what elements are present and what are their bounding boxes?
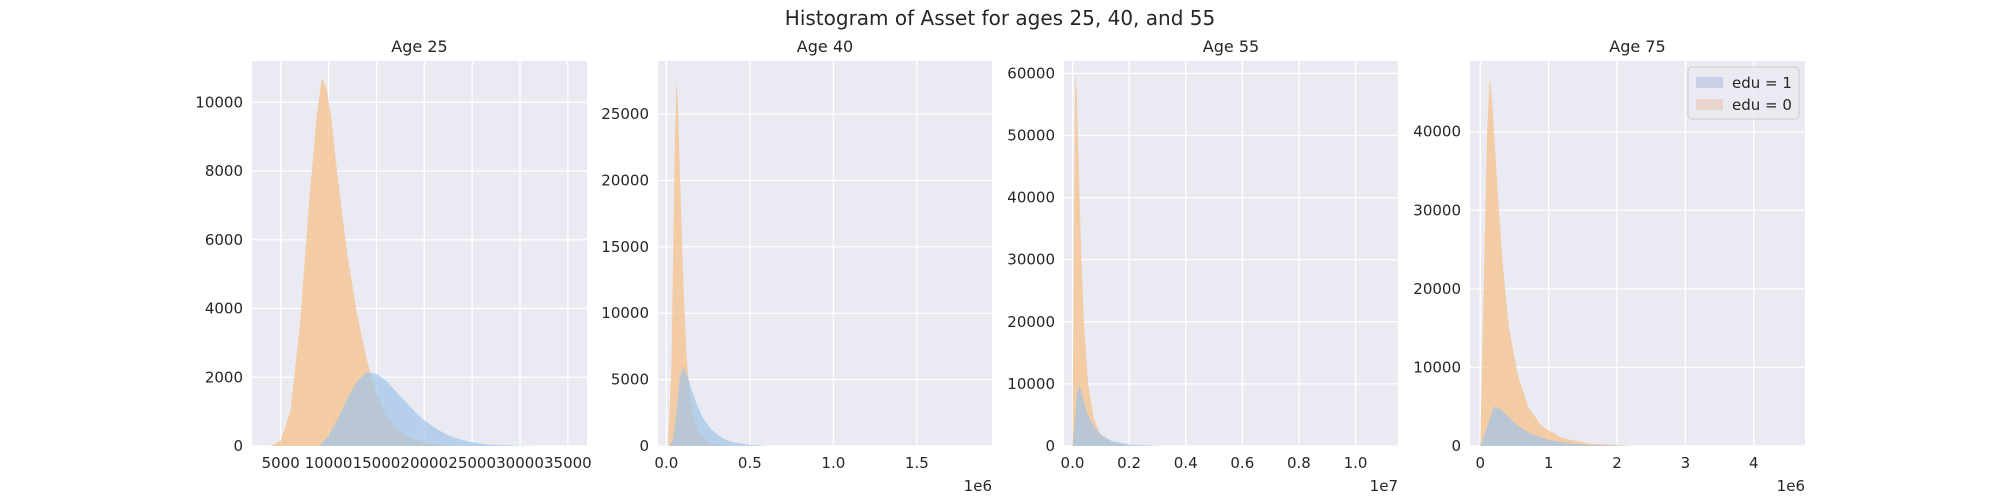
x-offset-label: 1e6 — [964, 477, 992, 495]
x-tick-label: 5000 — [262, 454, 300, 472]
x-offset-label: 1e6 — [1777, 477, 1805, 495]
x-tick-label: 0.0 — [654, 454, 678, 472]
x-tick-label: 0.2 — [1117, 454, 1141, 472]
x-tick-label: 10000 — [305, 454, 353, 472]
y-tick-label: 10000 — [195, 93, 243, 111]
x-tick-label: 30000 — [496, 454, 544, 472]
x-tick-label: 2 — [1612, 454, 1622, 472]
panel-title: Age 55 — [1203, 37, 1259, 56]
y-tick-label: 4000 — [205, 300, 243, 318]
panel-2: Age 40 0.0 0.5 1.0 1.5 0 5000 10000 15000 20000 25… — [601, 37, 992, 495]
figure-title: Histogram of Asset for ages 25, 40, and … — [785, 6, 1215, 30]
x-tick-label: 0.0 — [1061, 454, 1085, 472]
y-tick-label: 0 — [1451, 437, 1461, 455]
y-tick-label: 0 — [233, 437, 243, 455]
x-tick-label: 1.5 — [905, 454, 929, 472]
y-tick-label: 10000 — [601, 304, 649, 322]
y-tick-label: 40000 — [1413, 123, 1461, 141]
series-area-edu0 — [668, 80, 734, 447]
y-tick-label: 30000 — [1413, 201, 1461, 219]
plot-background — [1470, 61, 1805, 446]
y-tick-label: 20000 — [601, 171, 649, 189]
y-tick-label: 2000 — [205, 368, 243, 386]
legend: edu = 1 edu = 0 — [1687, 66, 1800, 120]
x-tick-label: 0.4 — [1174, 454, 1198, 472]
y-tick-label: 25000 — [601, 105, 649, 123]
series-area-edu1 — [1480, 406, 1631, 446]
series-area-edu1 — [669, 366, 767, 446]
panel-title: Age 25 — [391, 37, 447, 56]
legend-label: edu = 1 — [1732, 74, 1792, 92]
legend-label: edu = 0 — [1732, 96, 1792, 114]
x-tick-label: 0.6 — [1230, 454, 1254, 472]
panel-3: Age 55 0.0 0.2 0.4 0.6 0.8 1.0 0 10000 20000 30000… — [1007, 37, 1398, 495]
y-tick-label: 6000 — [205, 231, 243, 249]
x-tick-label: 0.5 — [738, 454, 762, 472]
x-tick-label: 1.0 — [821, 454, 845, 472]
x-offset-label: 1e7 — [1370, 477, 1398, 495]
x-tick-label: 25000 — [448, 454, 496, 472]
x-tick-label: 15000 — [353, 454, 401, 472]
x-tick-label: 3 — [1681, 454, 1691, 472]
y-tick-label: 40000 — [1007, 189, 1055, 207]
legend-swatch-edu0 — [1696, 99, 1723, 110]
y-tick-label: 10000 — [1007, 375, 1055, 393]
y-tick-label: 15000 — [601, 238, 649, 256]
series-area-edu0 — [271, 78, 453, 446]
panel-title: Age 75 — [1609, 37, 1665, 56]
panel-4: Age 75 0 1 2 3 4 0 10000 20000 30000 40000 1e6 edu =… — [1413, 37, 1805, 495]
y-tick-label: 0 — [1045, 437, 1055, 455]
plot-background — [1064, 61, 1398, 446]
y-tick-label: 10000 — [1413, 358, 1461, 376]
legend-swatch-edu1 — [1696, 77, 1723, 88]
y-tick-label: 0 — [639, 437, 649, 455]
x-tick-label: 20000 — [400, 454, 448, 472]
x-tick-label: 4 — [1749, 454, 1759, 472]
y-tick-label: 20000 — [1007, 313, 1055, 331]
y-tick-label: 5000 — [611, 371, 649, 389]
series-area-edu1 — [1072, 385, 1158, 446]
x-tick-label: 0.8 — [1287, 454, 1311, 472]
y-tick-label: 50000 — [1007, 127, 1055, 145]
panel-title: Age 40 — [797, 37, 853, 56]
y-tick-label: 60000 — [1007, 64, 1055, 82]
plot-background — [658, 61, 992, 446]
x-tick-label: 35000 — [544, 454, 592, 472]
y-tick-label: 30000 — [1007, 251, 1055, 269]
y-tick-label: 8000 — [205, 162, 243, 180]
series-area-edu1 — [319, 372, 540, 446]
x-tick-label: 1 — [1544, 454, 1554, 472]
x-tick-label: 0 — [1475, 454, 1485, 472]
y-tick-label: 20000 — [1413, 280, 1461, 298]
x-tick-label: 1.0 — [1344, 454, 1368, 472]
